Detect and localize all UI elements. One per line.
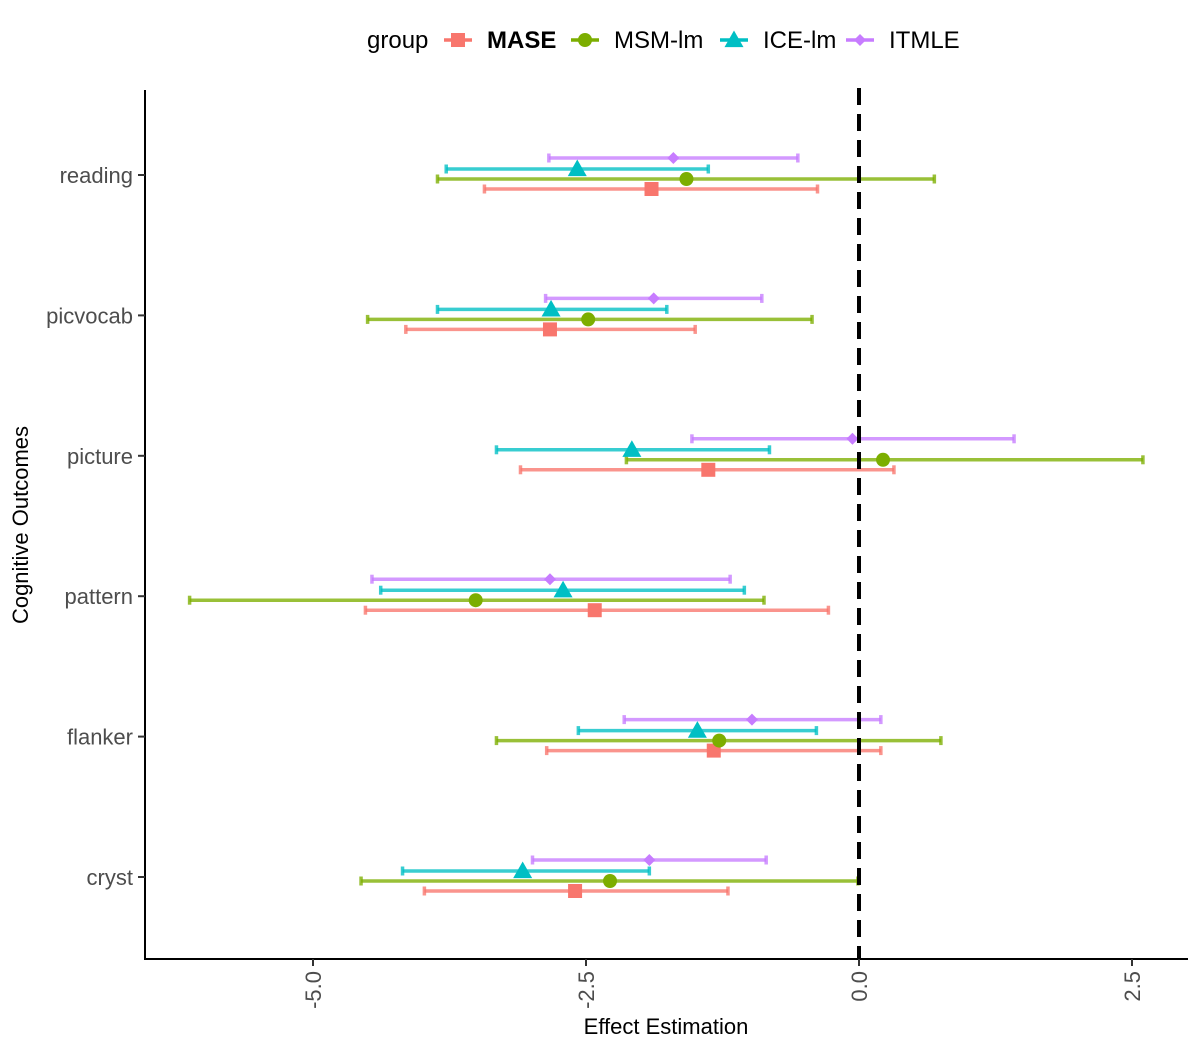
x-axis-title: Effect Estimation	[584, 1014, 749, 1039]
legend: group MASE MSM-lm ICE-lm ITMLE	[367, 27, 960, 54]
y-tick-label: reading	[60, 163, 133, 188]
legend-label: ICE-lm	[763, 27, 836, 54]
point-itmle-picture	[846, 432, 859, 445]
y-tick-label: picture	[67, 444, 133, 469]
x-tick-label: 2.5	[1120, 971, 1145, 1002]
point-ice-lm-picture	[622, 440, 642, 457]
legend-key-marker	[854, 34, 866, 46]
legend-key-marker	[578, 33, 592, 47]
point-ice-lm-picvocab	[541, 299, 561, 317]
y-tick-label: picvocab	[46, 303, 133, 328]
point-msm-lm-cryst	[603, 874, 618, 888]
point-msm-lm-pattern	[468, 593, 483, 608]
legend-item-mase: MASE	[444, 27, 556, 54]
y-axis-title: Cognitive Outcomes	[8, 426, 33, 624]
point-ice-lm-flanker	[687, 721, 707, 738]
legend-label: MSM-lm	[614, 27, 703, 54]
point-itmle-picvocab	[647, 292, 660, 305]
x-tick-label: -2.5	[574, 971, 599, 1009]
point-itmle-reading	[667, 152, 680, 164]
y-axis-ticks: reading picvocab picture pattern flanker crys…	[46, 163, 145, 890]
legend-label: MASE	[487, 27, 556, 54]
point-estimates	[468, 152, 891, 898]
legend-label: ITMLE	[889, 27, 960, 54]
point-msm-lm-flanker	[712, 733, 727, 748]
legend-item-msm-lm: MSM-lm	[571, 27, 703, 54]
point-msm-lm-picvocab	[581, 312, 596, 327]
legend-key-marker	[451, 33, 465, 47]
point-mase-cryst	[568, 884, 583, 898]
point-mase-pattern	[587, 603, 602, 618]
plot-area	[187, 88, 1145, 958]
point-mase-picture	[701, 462, 716, 477]
x-tick-label: 0.0	[847, 971, 872, 1002]
x-tick-label: -5.0	[301, 971, 326, 1009]
point-mase-picvocab	[542, 322, 557, 337]
point-itmle-cryst	[643, 854, 656, 866]
point-mase-reading	[644, 182, 659, 196]
point-ice-lm-pattern	[553, 580, 573, 598]
legend-title: group	[367, 27, 428, 54]
point-ice-lm-cryst	[513, 861, 533, 879]
x-axis-ticks: -5.0 -2.5 0.0 2.5	[301, 959, 1145, 1009]
point-msm-lm-picture	[876, 452, 891, 467]
y-tick-label: flanker	[67, 725, 133, 750]
y-tick-label: cryst	[87, 865, 133, 890]
point-itmle-pattern	[543, 573, 556, 586]
point-msm-lm-reading	[679, 172, 694, 186]
point-ice-lm-reading	[567, 159, 587, 177]
legend-key-marker	[724, 30, 744, 48]
legend-item-itmle: ITMLE	[846, 27, 960, 54]
y-tick-label: pattern	[65, 584, 134, 609]
error-bars	[187, 153, 1145, 896]
point-itmle-flanker	[745, 713, 758, 726]
legend-item-ice-lm: ICE-lm	[720, 27, 836, 54]
